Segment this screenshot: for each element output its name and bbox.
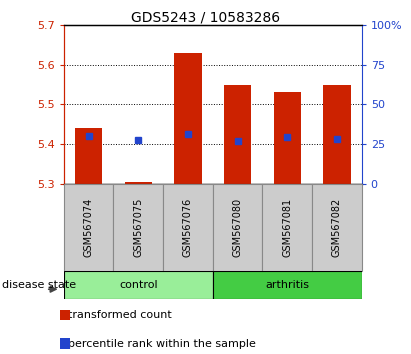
Bar: [213, 271, 362, 299]
Bar: [174, 53, 201, 184]
Text: GSM567081: GSM567081: [282, 198, 292, 257]
Text: control: control: [119, 280, 157, 290]
Text: GSM567075: GSM567075: [133, 198, 143, 257]
Text: arthritis: arthritis: [265, 280, 309, 290]
Text: disease state: disease state: [2, 280, 76, 290]
Bar: [224, 85, 251, 184]
Text: transformed count: transformed count: [68, 310, 171, 320]
Bar: [163, 184, 213, 271]
Bar: [312, 184, 362, 271]
Bar: [113, 184, 163, 271]
Bar: [64, 184, 113, 271]
Text: percentile rank within the sample: percentile rank within the sample: [68, 339, 256, 349]
Text: GDS5243 / 10583286: GDS5243 / 10583286: [131, 11, 280, 25]
Text: GSM567082: GSM567082: [332, 198, 342, 257]
Text: GSM567074: GSM567074: [83, 198, 94, 257]
Bar: [274, 92, 301, 184]
Bar: [213, 184, 262, 271]
Bar: [64, 271, 213, 299]
Text: GSM567076: GSM567076: [183, 198, 193, 257]
Bar: [125, 182, 152, 184]
Bar: [323, 85, 351, 184]
Text: GSM567080: GSM567080: [233, 198, 242, 257]
Bar: [262, 184, 312, 271]
Bar: [75, 128, 102, 184]
